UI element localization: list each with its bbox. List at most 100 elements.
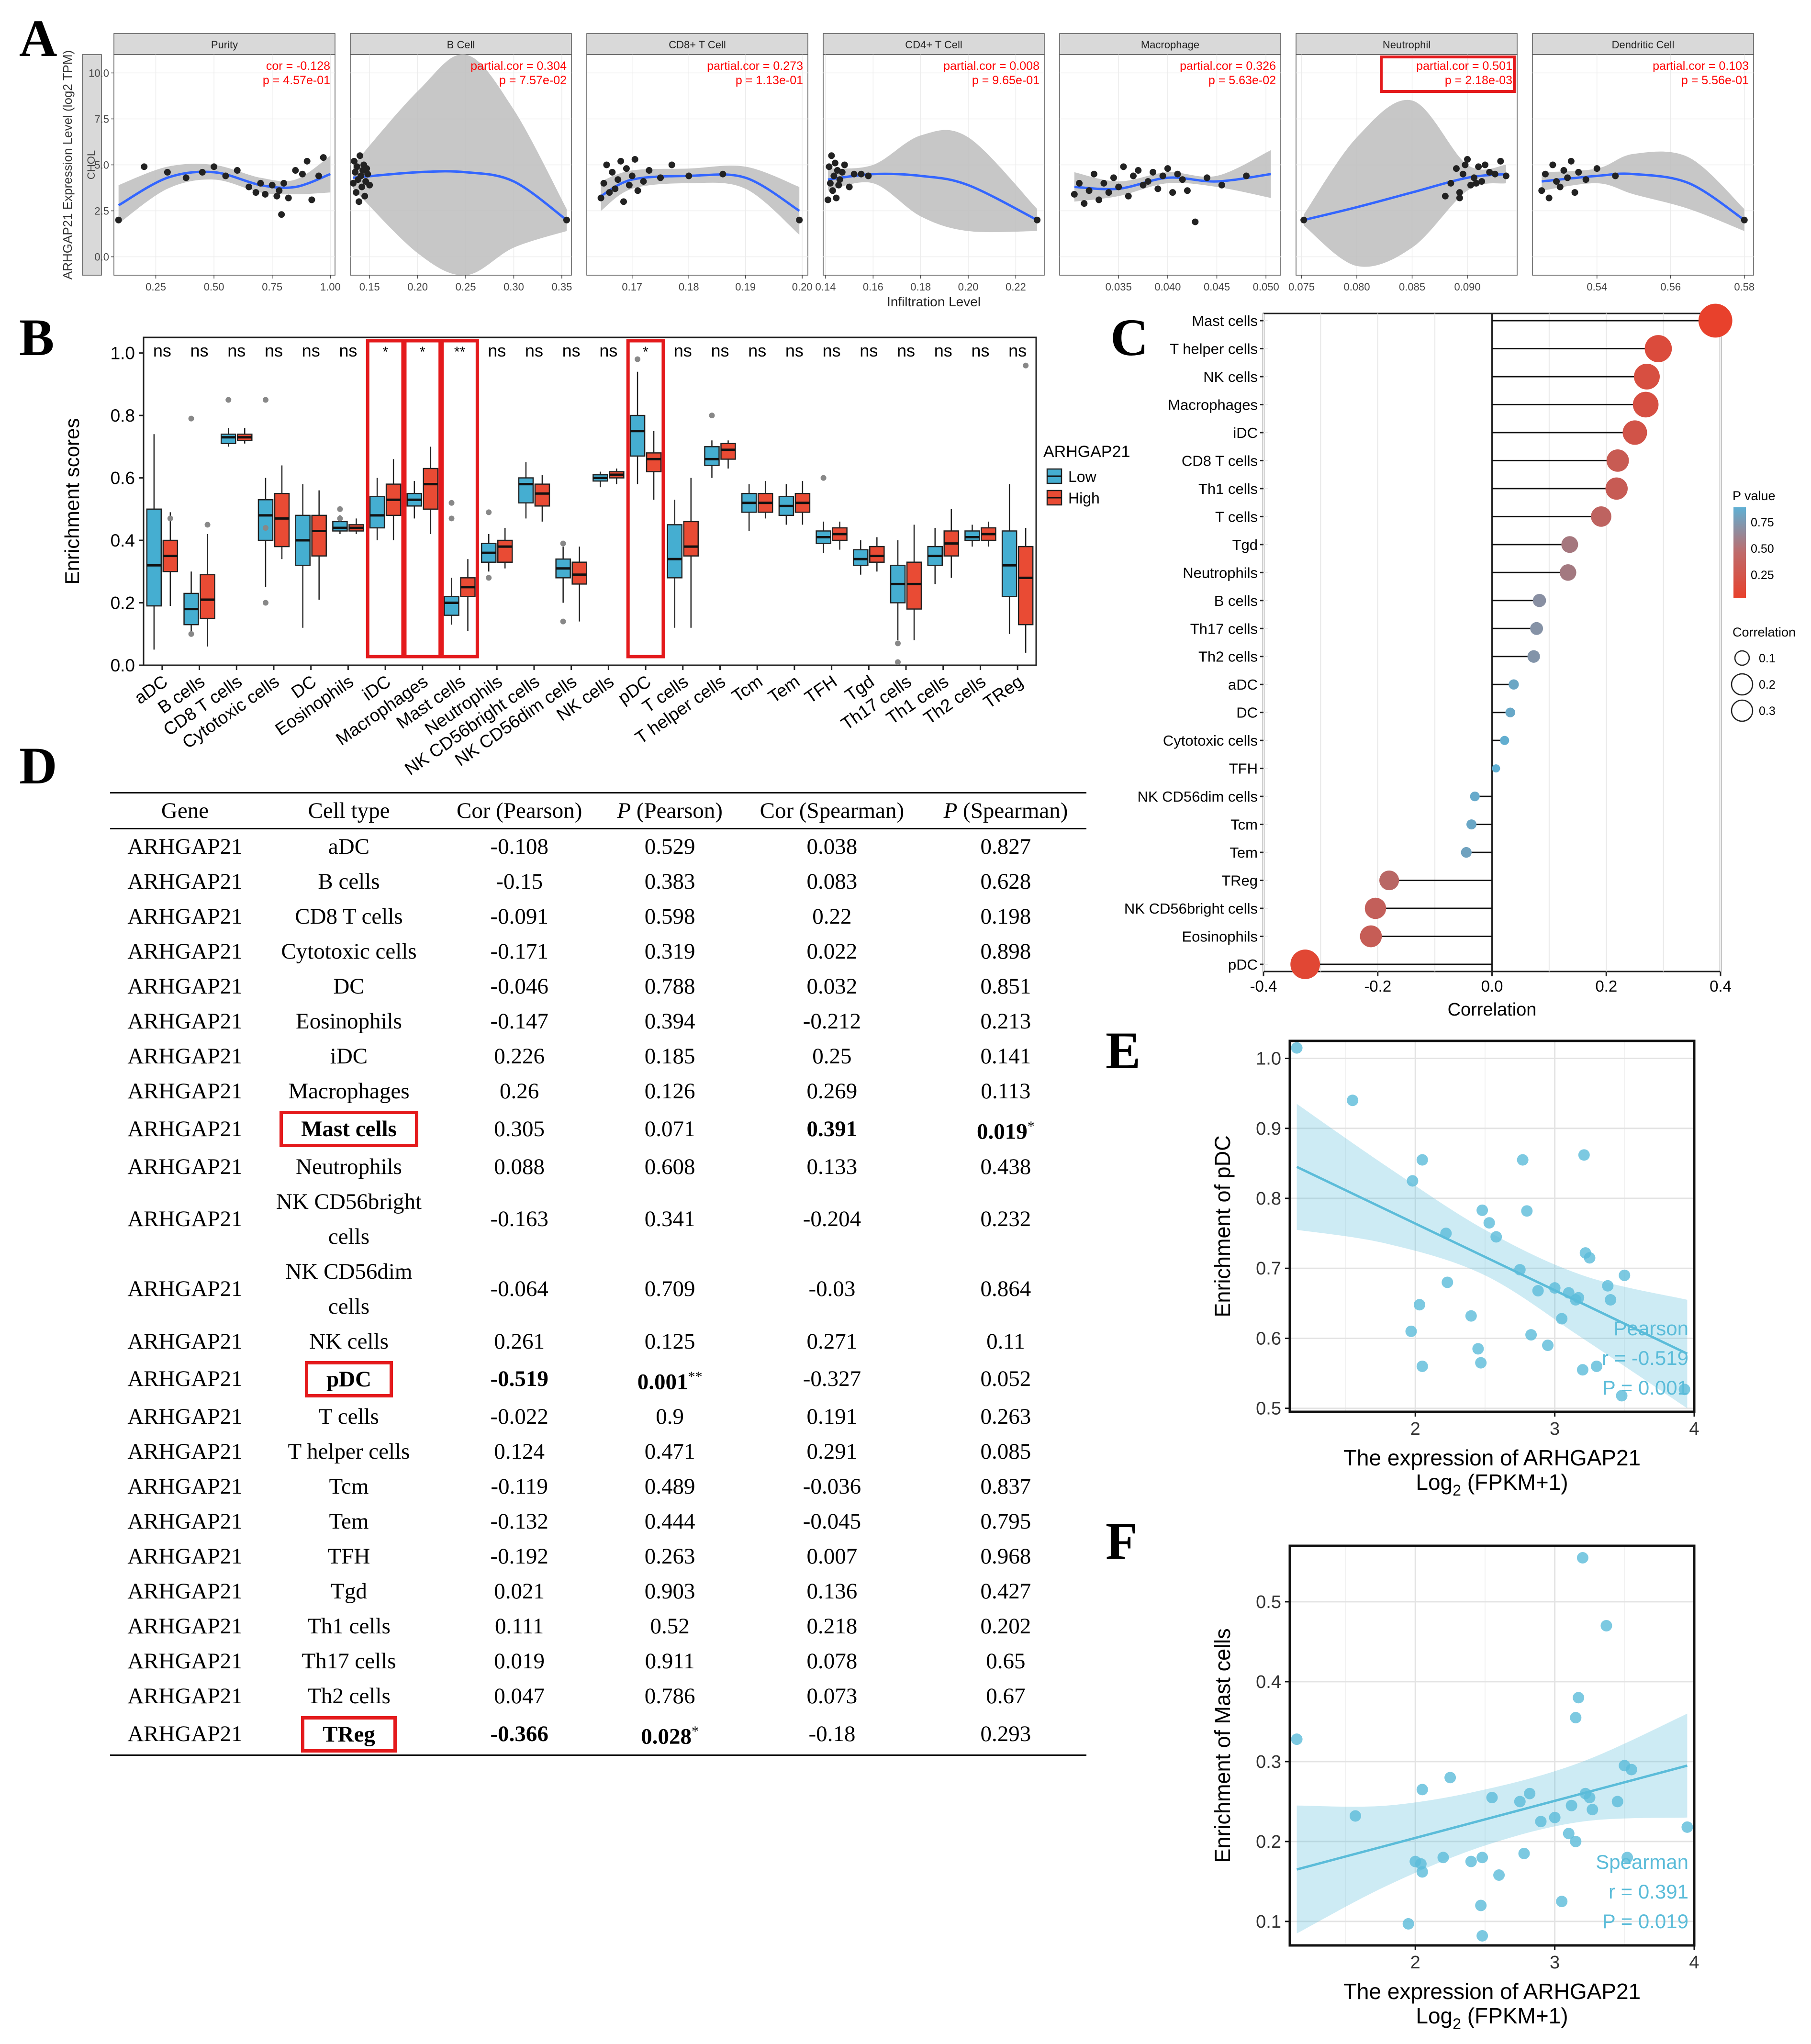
cell-cor-pearson-value: -0.366 — [490, 1721, 548, 1747]
significance-mark: * — [1027, 1118, 1035, 1134]
data-point — [222, 172, 229, 179]
data-point — [299, 170, 306, 178]
data-point — [273, 192, 280, 200]
data-point — [1570, 1835, 1582, 1847]
data-point — [1081, 200, 1088, 207]
legend-size-circle — [1731, 673, 1754, 696]
data-point — [1567, 157, 1575, 165]
cell-cor-pearson-value: 0.261 — [494, 1329, 545, 1354]
cell-p-pearson-value: 0.903 — [644, 1579, 695, 1604]
cell-gene: ARHGAP21 — [110, 1074, 260, 1109]
lollipop-tgd: Tgd — [1232, 536, 1578, 553]
cell-cell-type: aDC — [260, 829, 438, 865]
cell-cell-type-value: Cytotoxic cells — [281, 939, 417, 964]
cell-cell-type: DC — [260, 969, 438, 1004]
cell-p-pearson: 0.028* — [601, 1714, 739, 1756]
cell-p-pearson: 0.788 — [601, 969, 739, 1004]
data-point — [276, 187, 283, 194]
data-point — [315, 172, 322, 179]
cell-cor-pearson-value: 0.26 — [500, 1079, 539, 1104]
cell-cor-pearson-value: -0.064 — [490, 1276, 548, 1302]
table-body: ARHGAP21 aDC -0.108 0.529 0.038 0.827 ARHGAP21… — [110, 829, 1086, 1756]
significance-label: ns — [860, 341, 878, 360]
header-gene: Gene — [110, 792, 260, 829]
data-point — [1184, 187, 1191, 194]
cell-cor-pearson-value: 0.047 — [494, 1684, 545, 1709]
table-row: ARHGAP21 Tcm -0.119 0.489 -0.036 0.837 — [110, 1469, 1086, 1504]
lollipop-treg: TReg — [1221, 870, 1492, 891]
y-tick-label: 0.3 — [1256, 1752, 1281, 1772]
facet-title: Purity — [211, 39, 238, 51]
x-tick-label: 0.54 — [1587, 281, 1607, 293]
category-label: Th2 cells — [1198, 648, 1258, 665]
data-point — [1584, 1252, 1596, 1264]
data-point — [1135, 167, 1142, 174]
legend-p-colorbar — [1733, 507, 1746, 598]
category-label: Tcm — [1230, 816, 1258, 833]
data-point — [1591, 1360, 1603, 1372]
y-tick-label: 0.9 — [1256, 1119, 1281, 1139]
cell-p-pearson: 0.071 — [601, 1109, 739, 1150]
data-point — [1465, 1310, 1477, 1322]
data-point — [646, 167, 653, 174]
cell-cell-type: Mast cells — [260, 1109, 438, 1150]
cell-cor-spearman: 0.022 — [739, 934, 925, 969]
data-point — [262, 190, 269, 198]
cell-cor-pearson: 0.088 — [438, 1150, 601, 1184]
data-point — [1416, 1154, 1428, 1166]
legend-size-circle — [1731, 699, 1754, 722]
cell-cor-spearman: 0.136 — [739, 1574, 925, 1609]
cell-p-spearman-value: 0.263 — [980, 1404, 1031, 1430]
lollipop-pdc: pDC — [1228, 949, 1492, 979]
box-low — [221, 433, 236, 445]
cell-cell-type-value: NK CD56bright cells — [276, 1189, 422, 1249]
confidence-band — [1297, 1104, 1688, 1408]
cell-gene-value: ARHGAP21 — [127, 1079, 243, 1104]
cell-cell-type-value: pDC — [304, 1361, 393, 1397]
data-point — [1034, 216, 1041, 223]
cell-gene-value: ARHGAP21 — [127, 1154, 243, 1179]
cell-gene-value: ARHGAP21 — [127, 904, 243, 929]
c-x-tick-label: -0.2 — [1364, 977, 1391, 995]
cell-cell-type-value: Th2 cells — [307, 1684, 391, 1709]
f-x-axis-subtitle: Log2 (FPKM+1) — [1416, 2003, 1568, 2033]
cell-cor-pearson-value: -0.108 — [490, 834, 548, 859]
data-point — [1542, 1340, 1554, 1351]
legend-p-tick: 0.25 — [1751, 569, 1774, 582]
category-label: NK CD56dim cells — [1137, 788, 1258, 805]
cell-p-spearman: 0.837 — [925, 1469, 1086, 1504]
data-point — [1130, 172, 1137, 179]
confidence-band — [353, 54, 567, 276]
data-point — [1204, 174, 1210, 181]
e-x-axis-title: The expression of ARHGAP21 — [1343, 1445, 1641, 1470]
data-point — [353, 189, 360, 196]
category-label: TReg — [1221, 872, 1258, 889]
cell-cell-type: Tem — [260, 1504, 438, 1539]
data-point — [1475, 163, 1482, 170]
significance-label: ns — [227, 341, 246, 360]
lollipop-cd8-t-cells: CD8 T cells — [1182, 449, 1629, 472]
confidence-band — [601, 166, 800, 235]
table-row: ARHGAP21 Mast cells 0.305 0.071 0.391 0.019* — [110, 1109, 1086, 1150]
lollipop-nk-cd56dim-cells: NK CD56dim cells — [1137, 788, 1492, 805]
cell-cor-pearson-value: 0.111 — [495, 1614, 544, 1639]
table-row: ARHGAP21 T cells -0.022 0.9 0.191 0.263 — [110, 1399, 1086, 1434]
facet-title: B Cell — [447, 39, 475, 51]
cell-p-pearson: 0.341 — [601, 1184, 739, 1254]
category-label: DC — [1236, 704, 1258, 721]
data-point — [685, 172, 693, 179]
outlier-point — [635, 356, 641, 362]
cell-cell-type: NK cells — [260, 1324, 438, 1359]
cell-cell-type-value: B cells — [318, 869, 380, 894]
cell-cor-spearman-value: -0.045 — [803, 1509, 861, 1534]
cell-cor-pearson-value: 0.021 — [494, 1579, 545, 1604]
x-tick-label: 0.20 — [407, 281, 428, 293]
category-treg: ns TReg — [980, 341, 1034, 712]
cell-cor-pearson-value: -0.119 — [491, 1474, 548, 1499]
cell-cor-pearson: 0.124 — [438, 1434, 601, 1469]
cell-cell-type-value: NK cells — [309, 1329, 389, 1354]
data-point — [1416, 1360, 1428, 1372]
cell-p-pearson-value: 0.471 — [644, 1439, 695, 1464]
